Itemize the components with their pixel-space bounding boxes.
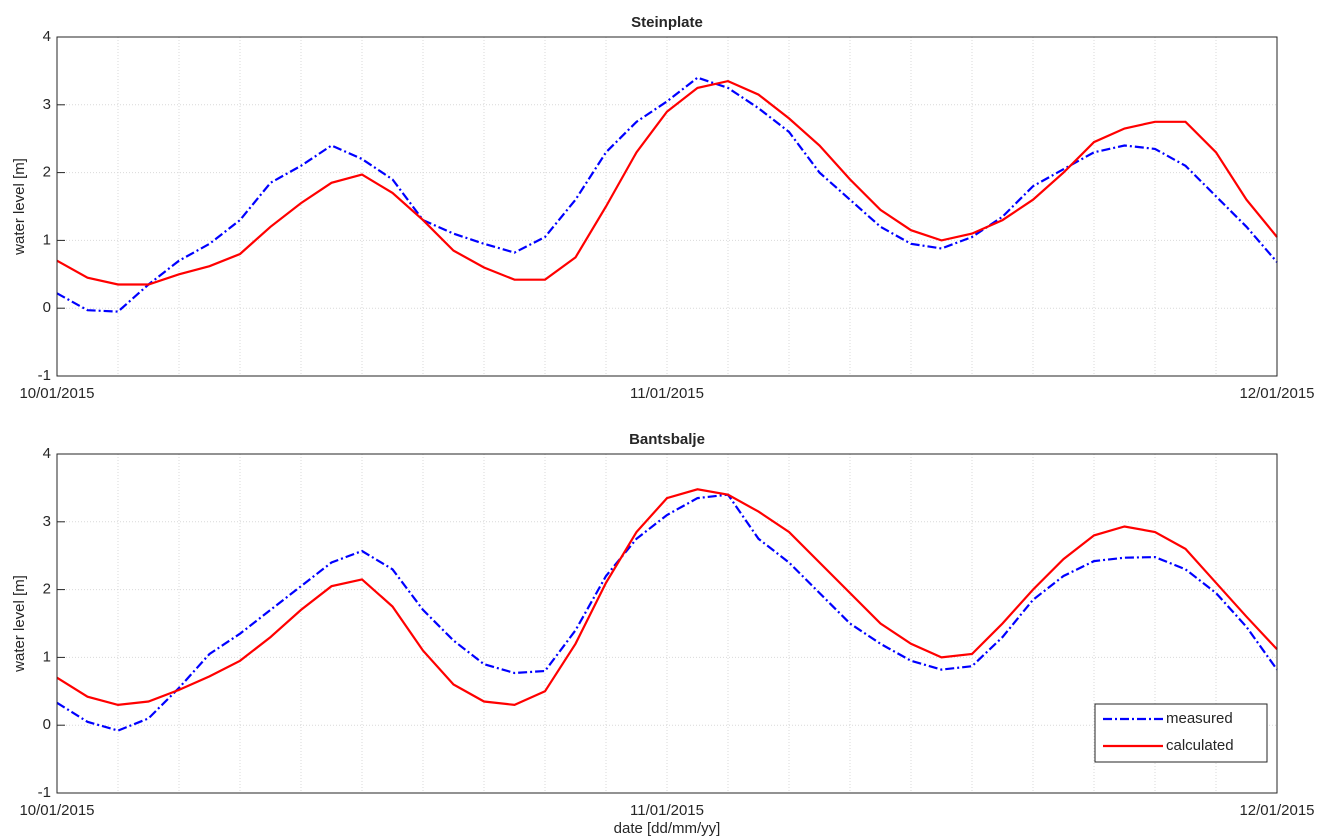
y-axis-label: water level [m]	[11, 158, 28, 256]
y-tick-label: 1	[43, 231, 51, 248]
x-tick-label: 10/01/2015	[19, 385, 94, 402]
y-tick-label: 0	[43, 716, 51, 733]
x-tick-label: 11/01/2015	[630, 802, 704, 819]
legend: measured calculated	[1094, 703, 1268, 763]
x-tick-label: 11/01/2015	[630, 385, 704, 402]
axes-box	[56, 453, 1278, 794]
y-tick-label: 3	[43, 96, 51, 113]
legend-box	[1094, 703, 1268, 763]
series-line	[56, 79, 1278, 286]
x-tick-label: 12/01/2015	[1239, 385, 1314, 402]
y-tick-label: 0	[43, 299, 51, 316]
y-tick-label: 2	[43, 164, 51, 181]
chart-title: Steinplate	[631, 14, 703, 31]
legend-label: calculated	[1166, 737, 1234, 754]
y-tick-label: 4	[43, 28, 51, 45]
chart-title: Bantsbalje	[629, 431, 705, 448]
y-tick-label: -1	[38, 784, 51, 801]
y-tick-label: 1	[43, 648, 51, 665]
x-tick-label: 10/01/2015	[19, 802, 94, 819]
y-tick-label: 4	[43, 445, 51, 462]
series-line	[56, 493, 1278, 732]
y-axis-label: water level [m]	[11, 575, 28, 673]
y-tick-label: 2	[43, 581, 51, 598]
axes-box	[56, 36, 1278, 377]
x-tick-label: 12/01/2015	[1239, 802, 1314, 819]
y-tick-label: 3	[43, 513, 51, 530]
x-axis-label: date [dd/mm/yy]	[614, 820, 721, 837]
series-line	[56, 488, 1278, 707]
legend-label: measured	[1166, 710, 1233, 727]
y-tick-label: -1	[38, 367, 51, 384]
